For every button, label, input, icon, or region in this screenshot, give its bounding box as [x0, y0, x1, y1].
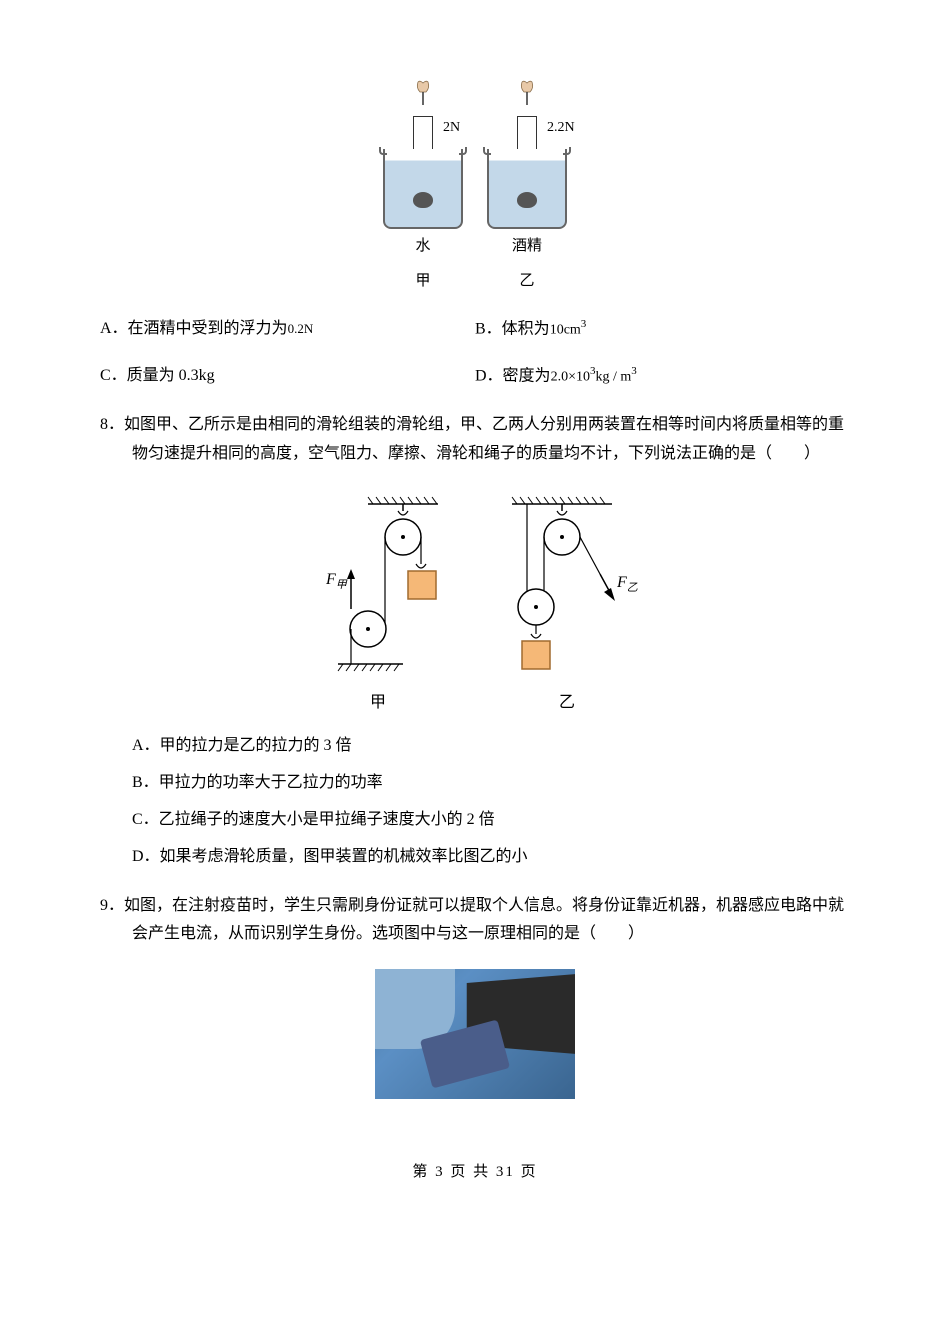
hand-icon [408, 80, 438, 105]
liquid-label-1: 水 [383, 233, 463, 260]
beaker-2 [487, 149, 567, 229]
page-footer: 第 3 页 共 31 页 [100, 1159, 850, 1186]
hand-icon [512, 80, 542, 105]
stone-1 [413, 192, 433, 208]
q8-option-C: C．乙拉绳子的速度大小是甲拉绳子速度大小的 2 倍 [132, 806, 850, 835]
q7-figure: 2N 水 甲 2.2N 酒精 乙 [100, 80, 850, 295]
q9-photo [375, 969, 575, 1099]
q8-num: 8． [100, 416, 124, 433]
q8: 8．如图甲、乙所示是由相同的滑轮组装的滑轮组，甲、乙两人分别用两装置在相等时间内… [100, 411, 850, 469]
q7-options-row1: A．在酒精中受到的浮力为0.2N B．体积为10cm3 [100, 315, 850, 344]
pulley-label-1: 甲 [308, 689, 448, 718]
q7-options-row2: C．质量为 0.3kg D．密度为2.0×103kg / m3 [100, 362, 850, 391]
setup-label-2: 乙 [487, 268, 567, 295]
q8-text: 如图甲、乙所示是由相同的滑轮组装的滑轮组，甲、乙两人分别用两装置在相等时间内将质… [124, 416, 844, 462]
q9: 9．如图，在注射疫苗时，学生只需刷身份证就可以提取个人信息。将身份证靠近机器，机… [100, 892, 850, 950]
q7-option-D: D．密度为2.0×103kg / m3 [475, 362, 850, 391]
q8-option-B: B．甲拉力的功率大于乙拉力的功率 [132, 769, 850, 798]
beaker-1 [383, 149, 463, 229]
stone-2 [517, 192, 537, 208]
beaker-setup-2: 2.2N 酒精 乙 [487, 80, 567, 295]
q8-option-D: D．如果考虑滑轮质量，图甲装置的机械效率比图乙的小 [132, 843, 850, 872]
q7-option-C: C．质量为 0.3kg [100, 362, 475, 391]
q8-figure: F甲 F乙 甲 乙 [100, 489, 850, 718]
force-label-1: F甲 [325, 571, 348, 591]
pulley-label-2: 乙 [492, 689, 642, 718]
setup-label-1: 甲 [383, 268, 463, 295]
pulley-system-1: F甲 [308, 489, 448, 689]
scale-reading-1: 2N [443, 115, 460, 140]
q9-text: 如图，在注射疫苗时，学生只需刷身份证就可以提取个人信息。将身份证靠近机器，机器感… [124, 897, 844, 943]
force-label-2: F乙 [616, 574, 638, 594]
liquid-label-2: 酒精 [487, 233, 567, 260]
pulley-system-2: F乙 [492, 489, 642, 689]
q7-option-A: A．在酒精中受到的浮力为0.2N [100, 315, 475, 344]
q7-option-B: B．体积为10cm3 [475, 315, 850, 344]
scale-reading-2: 2.2N [547, 115, 575, 140]
q8-option-A: A．甲的拉力是乙的拉力的 3 倍 [132, 732, 850, 761]
q8-options: A．甲的拉力是乙的拉力的 3 倍 B．甲拉力的功率大于乙拉力的功率 C．乙拉绳子… [100, 732, 850, 871]
beaker-setup-1: 2N 水 甲 [383, 80, 463, 295]
q9-num: 9． [100, 897, 124, 914]
